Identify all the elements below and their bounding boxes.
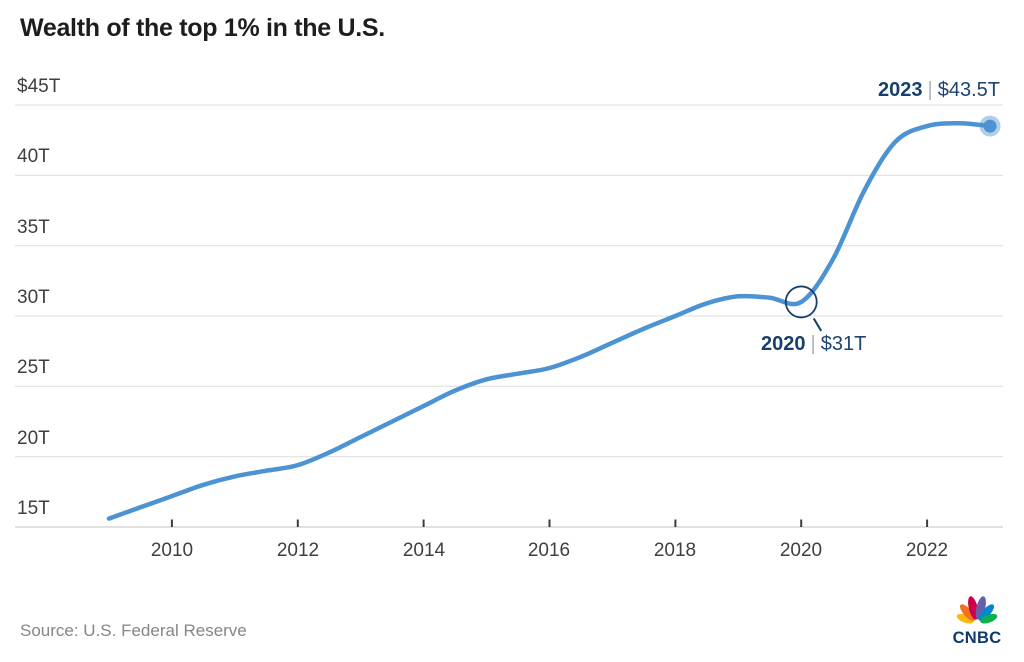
x-axis-label-2016: 2016 bbox=[527, 540, 571, 561]
feather-shape bbox=[956, 613, 974, 624]
x-axis-label-2020: 2020 bbox=[779, 540, 823, 561]
source-credit: Source: U.S. Federal Reserve bbox=[20, 621, 247, 640]
y-axis-label-25t: 25T bbox=[17, 357, 50, 378]
feather-6 bbox=[980, 613, 998, 624]
wealth-line-series bbox=[106, 121, 993, 521]
annotation-2023-separator: | bbox=[927, 79, 933, 101]
cnbc-logo: CNBC bbox=[946, 592, 1008, 648]
peacock-icon bbox=[956, 596, 998, 624]
end-point-marker bbox=[983, 119, 997, 133]
feather-5 bbox=[978, 604, 995, 621]
annotation-2020: 2020 | $31T bbox=[761, 333, 866, 356]
y-axis-label-45t: $45T bbox=[17, 76, 61, 97]
dip-annotation-leader bbox=[812, 317, 823, 332]
x-axis-label-2012: 2012 bbox=[276, 540, 320, 561]
cnbc-wordmark: CNBC bbox=[952, 629, 1002, 647]
y-axis-label-35t: 35T bbox=[17, 217, 50, 238]
y-axis-label-15t: 15T bbox=[17, 498, 50, 519]
annotation-2020-value: $31T bbox=[820, 333, 867, 355]
feather-2 bbox=[959, 604, 976, 621]
x-axis-label-2022: 2022 bbox=[905, 540, 949, 561]
x-axis-label-2018: 2018 bbox=[653, 540, 697, 561]
annotation-2023: 2023 | $43.5T bbox=[878, 79, 1000, 102]
feather-shape bbox=[978, 604, 995, 621]
y-axis-label-40t: 40T bbox=[17, 146, 50, 167]
gridlines bbox=[15, 104, 1003, 528]
x-axis-label-2010: 2010 bbox=[150, 540, 194, 561]
annotation-2023-value: $43.5T bbox=[937, 79, 1000, 101]
x-axis-ticks bbox=[170, 519, 929, 527]
annotation-2020-separator: | bbox=[810, 333, 816, 355]
feather-shape bbox=[980, 613, 998, 624]
chart-title: Wealth of the top 1% in the U.S. bbox=[20, 14, 385, 42]
dip-highlight-circle bbox=[784, 285, 818, 319]
annotation-2023-year: 2023 bbox=[878, 79, 923, 101]
feather-shape bbox=[959, 604, 976, 621]
feather-1 bbox=[956, 613, 974, 624]
y-axis-label-20t: 20T bbox=[17, 428, 50, 449]
annotation-2020-year: 2020 bbox=[761, 333, 806, 355]
peacock-feathers bbox=[956, 596, 998, 624]
x-axis-label-2014: 2014 bbox=[402, 540, 446, 561]
y-axis-label-30t: 30T bbox=[17, 287, 50, 308]
